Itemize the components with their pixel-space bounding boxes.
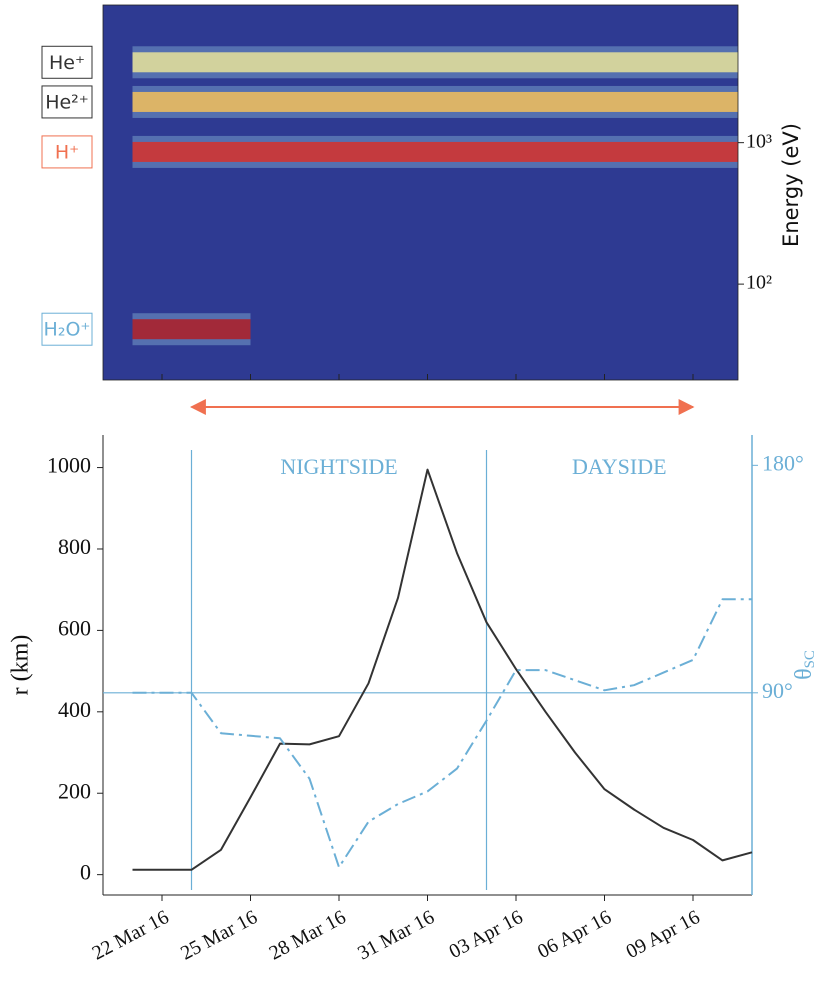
x-tick-label: 31 Mar 16 xyxy=(354,906,438,965)
region-label: NIGHTSIDE xyxy=(280,454,397,479)
y-tick-label: 1000 xyxy=(47,453,91,478)
y-axis-label: r (km) xyxy=(8,635,34,696)
x-tick-label: 03 Apr 16 xyxy=(446,906,527,963)
band xyxy=(132,141,738,162)
ion-label: He⁺ xyxy=(49,52,85,74)
y-tick-label: 600 xyxy=(58,615,91,640)
region-label: DAYSIDE xyxy=(572,454,667,479)
series-line xyxy=(132,468,753,871)
y2-axis-label-sub: SC xyxy=(802,650,818,668)
ion-label-box xyxy=(41,45,93,79)
spectrogram-frame xyxy=(102,4,739,381)
y-axis-label: Energy (eV) xyxy=(779,123,803,247)
y-tick-label: 10³ xyxy=(746,130,772,152)
x-tick-label: 06 Apr 16 xyxy=(534,906,615,963)
band xyxy=(132,91,738,112)
x-tick-label: 25 Mar 16 xyxy=(177,906,261,965)
y2-axis-label-main: θ xyxy=(791,668,817,680)
ion-label: He²⁺ xyxy=(45,91,89,113)
y2-tick-label: 180° xyxy=(762,450,804,475)
y-tick-label: 0 xyxy=(80,860,91,885)
ion-label-box xyxy=(41,312,93,346)
x-tick-label: 22 Mar 16 xyxy=(89,906,173,965)
y-tick-label: 200 xyxy=(58,778,91,803)
y-tick-label: 800 xyxy=(58,534,91,559)
ion-label-box xyxy=(41,135,93,169)
y-tick-label: 10² xyxy=(746,272,772,294)
series-line xyxy=(132,598,752,869)
y-tick-label: 400 xyxy=(58,697,91,722)
ion-label: H₂O⁺ xyxy=(44,319,91,341)
y2-axis-label: θSC xyxy=(791,650,819,680)
y2-tick-label: 90° xyxy=(762,678,793,703)
x-tick-label: 09 Apr 16 xyxy=(623,906,704,963)
ion-label: H⁺ xyxy=(55,141,79,163)
x-tick-label: 28 Mar 16 xyxy=(266,906,350,965)
ion-label-box xyxy=(41,85,93,119)
band xyxy=(132,52,738,73)
band xyxy=(132,319,251,340)
